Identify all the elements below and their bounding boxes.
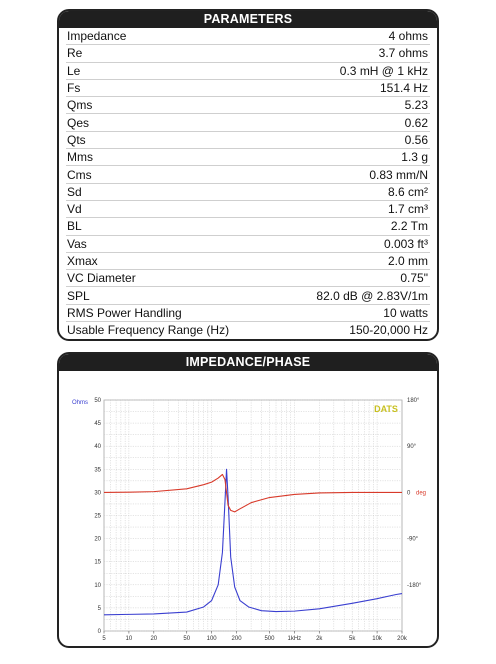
right-unit-label: deg	[416, 490, 426, 496]
y2-tick-label: -180°	[407, 583, 422, 589]
x-tick-label: 10k	[372, 636, 383, 642]
parameter-value: 1.3 g	[401, 150, 428, 165]
parameter-label: Xmax	[67, 254, 98, 268]
dats-watermark: DATS	[374, 404, 398, 414]
parameter-row: Le 0.3 mH @ 1 kHz	[66, 63, 430, 80]
parameter-value: 1.7 cm³	[387, 202, 428, 217]
x-tick-label: 5k	[349, 636, 356, 642]
x-tick-label: 10	[126, 636, 133, 642]
parameter-row: Vas 0.003 ft³	[66, 236, 430, 253]
y-tick-label: 5	[98, 606, 102, 612]
parameter-value: 0.003 ft³	[383, 236, 428, 251]
parameter-row: Fs 151.4 Hz	[66, 80, 430, 98]
y-tick-label: 0	[98, 629, 102, 635]
x-tick-label: 20	[150, 636, 157, 642]
parameter-row: Cms 0.83 mm/N	[66, 166, 430, 184]
phase-curve	[103, 473, 402, 513]
x-tick-label: 5	[102, 636, 106, 642]
y-tick-label: 20	[94, 537, 101, 543]
parameter-row: VC Diameter 0.75"	[66, 270, 430, 288]
parameter-row: Xmax 2.0 mm	[66, 253, 430, 271]
parameter-value: 4 ohms	[388, 29, 428, 44]
parameter-row: SPL 82.0 dB @ 2.83V/1m	[66, 287, 430, 305]
x-tick-label: 200	[232, 636, 243, 642]
x-tick-label: 20k	[397, 636, 408, 642]
parameter-row: RMS Power Handling 10 watts	[66, 305, 430, 323]
parameter-label: Cms	[67, 167, 92, 182]
parameter-label: Impedance	[67, 29, 127, 44]
parameters-title: PARAMETERS	[59, 11, 437, 28]
parameter-row: BL 2.2 Tm	[66, 218, 430, 236]
parameter-row: Qts 0.56	[66, 132, 430, 150]
parameter-label: Sd	[67, 184, 82, 199]
x-tick-label: 2k	[316, 636, 323, 642]
parameter-row: Mms 1.3 g	[66, 149, 430, 167]
impedance-phase-panel: IMPEDANCE/PHASE 5 10 20 50 100 200 500 1kHz 2k 5k…	[57, 352, 439, 648]
y-tick-label: 40	[94, 444, 101, 450]
parameter-label: Vas	[67, 236, 87, 251]
parameter-value: 0.75"	[400, 271, 428, 286]
y2-tick-label: 180°	[407, 398, 420, 404]
parameter-row: Re 3.7 ohms	[66, 45, 430, 63]
parameter-value: 0.62	[404, 115, 428, 130]
y-tick-label: 45	[94, 421, 101, 427]
impedance-curve	[103, 468, 403, 616]
left-unit-label: Ohms	[72, 400, 88, 406]
parameter-value: 5.23	[404, 98, 428, 113]
impedance-phase-title: IMPEDANCE/PHASE	[59, 354, 437, 371]
parameter-value: 2.2 Tm	[390, 219, 428, 234]
parameter-value: 82.0 dB @ 2.83V/1m	[316, 288, 428, 303]
parameter-value: 8.6 cm²	[387, 184, 428, 199]
parameter-row: Impedance 4 ohms	[66, 28, 430, 46]
y2-tick-label: 90°	[407, 444, 417, 450]
parameter-label: Vd	[67, 202, 82, 217]
parameter-value: 2.0 mm	[387, 254, 428, 268]
y-tick-label: 15	[94, 560, 101, 566]
parameter-row: Vd 1.7 cm³	[66, 201, 430, 219]
parameter-value: 150-20,000 Hz	[349, 323, 428, 338]
x-tick-label: 100	[207, 636, 218, 642]
y-tick-label: 30	[94, 490, 101, 496]
parameter-label: Qts	[67, 132, 86, 147]
parameter-value: 151.4 Hz	[379, 81, 428, 96]
parameter-value: 10 watts	[383, 305, 428, 320]
y2-tick-label: 0	[407, 490, 411, 496]
parameter-label: Mms	[67, 150, 93, 165]
parameter-label: Qes	[67, 115, 90, 130]
x-tick-label: 50	[183, 636, 190, 642]
parameter-label: Re	[67, 46, 83, 61]
parameter-label: BL	[67, 219, 82, 234]
parameter-value: 3.7 ohms	[378, 46, 428, 61]
y-tick-label: 10	[94, 583, 101, 589]
impedance-phase-chart: 5 10 20 50 100 200 500 1kHz 2k 5k 10k 20k0510152025…	[72, 398, 426, 642]
parameters-panel: PARAMETERS Impedance 4 ohms Re 3.7 ohms Le 0.…	[57, 9, 439, 341]
parameter-value: 0.3 mH @ 1 kHz	[339, 63, 428, 78]
x-tick-label: 500	[264, 636, 275, 642]
parameter-row: Qms 5.23	[66, 97, 430, 115]
parameter-label: VC Diameter	[67, 271, 136, 286]
parameters-table: Impedance 4 ohms Re 3.7 ohms Le 0.3 mH @ 1 kH…	[66, 28, 430, 338]
x-tick-label: 1kHz	[288, 636, 302, 642]
y-tick-label: 50	[94, 398, 101, 404]
parameter-value: 0.83 mm/N	[369, 167, 428, 182]
parameter-label: RMS Power Handling	[67, 305, 182, 320]
y-tick-label: 35	[94, 467, 101, 473]
parameter-value: 0.56	[404, 132, 428, 147]
y-tick-label: 25	[94, 514, 101, 520]
parameter-label: Usable Frequency Range (Hz)	[67, 323, 230, 338]
parameter-row: Usable Frequency Range (Hz) 150-20,000 Hz	[66, 322, 430, 338]
parameter-label: Fs	[67, 81, 81, 96]
parameter-row: Sd 8.6 cm²	[66, 184, 430, 201]
parameter-label: SPL	[67, 288, 90, 303]
parameter-label: Le	[67, 63, 81, 78]
y2-tick-label: -90°	[407, 537, 419, 543]
parameter-row: Qes 0.62	[66, 114, 430, 132]
parameter-label: Qms	[67, 98, 93, 113]
